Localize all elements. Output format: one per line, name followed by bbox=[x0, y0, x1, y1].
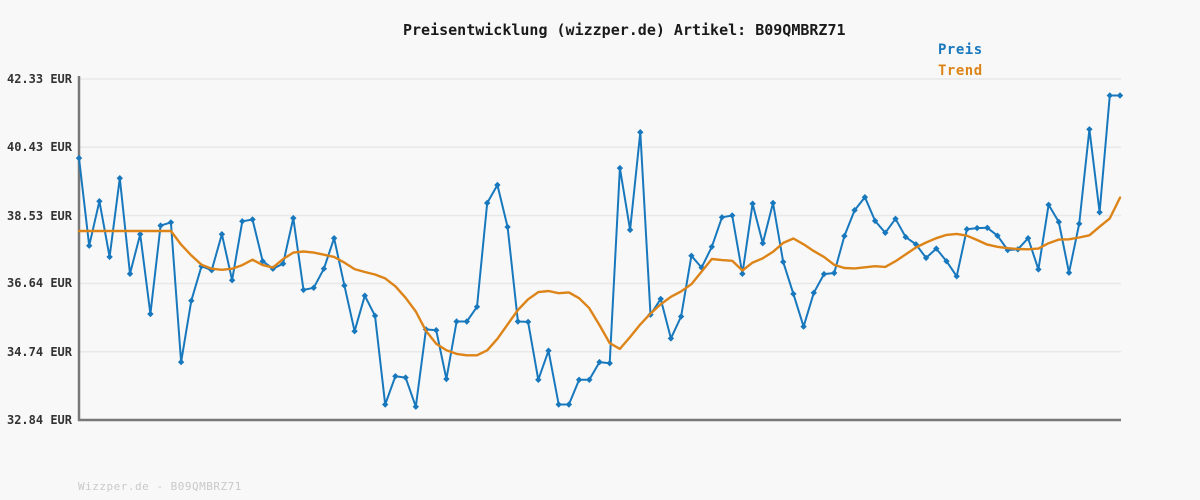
legend-item-preis: Preis bbox=[938, 42, 983, 58]
y-axis-tick-label: 42.33 EUR bbox=[6, 72, 72, 86]
y-axis-tick-label: 34.74 EUR bbox=[6, 344, 72, 359]
y-axis-tick-label: 38.53 EUR bbox=[6, 208, 72, 223]
y-axis-tick-label: 32.84 EUR bbox=[6, 413, 72, 427]
chart-title: Preisentwicklung (wizzper.de) Artikel: B… bbox=[403, 21, 846, 39]
y-axis-tick-label: 36.64 EUR bbox=[6, 276, 72, 291]
y-axis-tick-label: 40.43 EUR bbox=[6, 140, 72, 155]
watermark: Wizzper.de - B09QMBRZ71 bbox=[78, 480, 242, 493]
legend-item-trend: Trend bbox=[938, 63, 983, 79]
trend-line bbox=[77, 196, 1122, 357]
chart-legend: Preis Trend bbox=[938, 40, 983, 82]
